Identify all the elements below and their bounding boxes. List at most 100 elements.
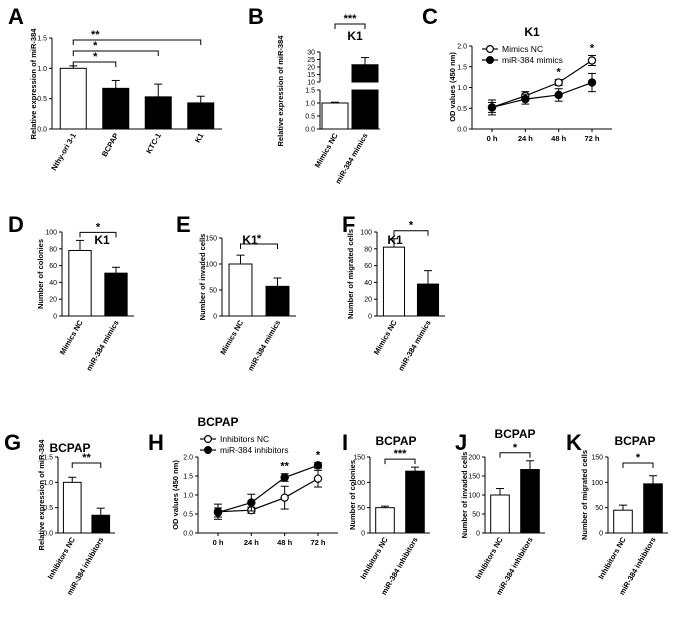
bar — [91, 514, 111, 534]
category-label: Mimics NC — [218, 318, 245, 356]
category-label: Inhibitors NC — [358, 535, 390, 581]
significance-bracket — [499, 452, 531, 458]
y-tick-label: 15 — [307, 72, 315, 79]
chart-title: K1 — [94, 233, 110, 247]
y-tick-label: 0 — [476, 531, 480, 538]
bar — [59, 67, 87, 130]
panel-letter: E — [176, 212, 191, 237]
panel-j: J BCPAP Number of invaded cells 0 50 100 150 20… — [455, 427, 545, 597]
significance-label: * — [590, 43, 595, 55]
significance-bracket — [393, 230, 429, 236]
y-axis-label: Number of migrated cells — [580, 450, 589, 540]
y-tick-label: 1.5 — [305, 88, 315, 95]
bar — [228, 263, 253, 317]
y-tick-label: 60 — [364, 263, 372, 270]
y-axis-label: Number of colonies — [348, 460, 357, 530]
significance-label: * — [316, 450, 321, 462]
y-tick-label: 100 — [591, 480, 603, 487]
chart-title: BCPAP — [375, 434, 416, 448]
significance-bracket — [79, 231, 117, 238]
y-tick-label: 50 — [209, 288, 217, 295]
significance-label: * — [257, 233, 262, 245]
x-tick-label: 48 h — [277, 538, 292, 547]
data-point — [247, 498, 256, 507]
bar — [405, 470, 425, 534]
significance-bracket — [72, 50, 159, 56]
panel-letter: G — [4, 430, 21, 455]
chart-title: K1 — [347, 29, 363, 43]
bar — [187, 102, 215, 130]
y-tick-label: 80 — [364, 246, 372, 253]
panel-a: A Relative expression of miR-384 0.0 0.5 1.0… — [8, 4, 222, 172]
y-tick-label: 2.0 — [183, 455, 193, 462]
bar — [490, 494, 510, 534]
legend-marker — [204, 435, 213, 444]
y-tick-label: 40 — [49, 280, 57, 287]
category-label: Inhibitors NC — [46, 535, 78, 581]
legend-label: Inhibitors NC — [220, 434, 269, 444]
bar — [643, 483, 663, 534]
panel-i: I BCPAP Number of colonies 0 50 100 150 Inhibit… — [342, 430, 430, 597]
significance-label: * — [96, 221, 101, 233]
significance-label: *** — [394, 448, 408, 460]
series-line — [217, 464, 319, 514]
significance-label: ** — [82, 452, 91, 464]
y-tick-label: 60 — [49, 263, 57, 270]
y-tick-label: 1.0 — [43, 480, 53, 487]
y-tick-label: 100 — [205, 262, 217, 269]
y-axis-label: Relative expression of miR-384 — [37, 439, 46, 551]
panel-letter: A — [8, 4, 24, 29]
x-tick-label: 0 h — [487, 134, 498, 143]
significance-bracket — [622, 462, 654, 468]
y-axis-label: Relative expression of miR-384 — [29, 28, 38, 140]
category-label: miR-384 mimics — [84, 319, 120, 373]
bar — [375, 507, 395, 534]
data-point — [313, 461, 323, 470]
data-point — [213, 508, 223, 517]
significance-bracket — [334, 23, 366, 29]
bar — [351, 89, 379, 130]
category-label: miR-384 mimics — [246, 319, 282, 373]
chart-title: BCPAP — [197, 415, 238, 429]
panel-d: D K1 Number of colonies 0 20 40 60 80 100 Mimics … — [8, 212, 134, 372]
x-tick-label: 72 h — [310, 538, 325, 547]
y-axis-label: Number of colonies — [36, 239, 45, 309]
category-label: BCPAP — [100, 132, 121, 159]
bar — [382, 246, 406, 317]
data-point — [487, 103, 497, 112]
y-tick-label: 0.0 — [183, 531, 193, 538]
significance-bracket — [384, 458, 416, 465]
bar — [265, 285, 290, 317]
panel-f: F K1 Number of migrated cells 0 20 40 60 80 100 M… — [342, 212, 445, 372]
chart-title: K1 — [387, 233, 403, 247]
y-axis-label: Number of invaded cells — [198, 234, 207, 321]
chart-title: BCPAP — [49, 441, 90, 455]
significance-bracket — [71, 462, 102, 468]
y-tick-label: 0.5 — [183, 512, 193, 519]
y-tick-label: 200 — [468, 455, 480, 462]
y-tick-label: 0 — [599, 531, 603, 538]
category-label: miR-384 mimics — [396, 319, 432, 373]
panel-b: B K1 Relative expression of miR-384 0.0 0.5 1… — [248, 4, 380, 185]
panel-h: H BCPAP OD values (450 nm)0.0 0.5 1.0 1.5 2.0 0… — [148, 415, 338, 547]
legend-marker — [486, 55, 495, 64]
y-tick-label: 0 — [213, 314, 217, 321]
bar — [68, 249, 92, 317]
category-label: Mimics NC — [372, 318, 399, 356]
y-tick-label: 1.5 — [43, 455, 53, 462]
y-tick-label: 0.0 — [43, 531, 53, 538]
y-tick-label: 100 — [360, 230, 372, 237]
y-axis-label: OD values (450 nm) — [448, 52, 457, 122]
y-tick-label: 0 — [368, 314, 372, 321]
x-tick-label: 24 h — [518, 134, 533, 143]
category-label: Mimics NC — [58, 318, 85, 356]
y-tick-label: 100 — [45, 230, 57, 237]
bar — [62, 481, 82, 534]
y-tick-label: 20 — [364, 297, 372, 304]
panel-letter: B — [248, 4, 264, 29]
bar — [104, 272, 128, 317]
y-tick-label: 0.5 — [37, 96, 47, 103]
y-tick-label: 0.5 — [43, 505, 53, 512]
y-tick-label: 0 — [361, 531, 365, 538]
y-tick-label: 1.0 — [37, 66, 47, 73]
